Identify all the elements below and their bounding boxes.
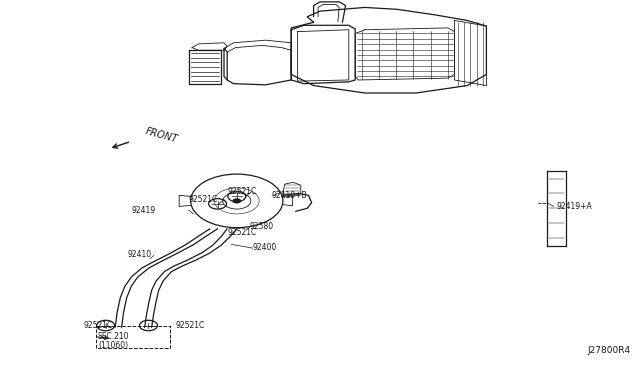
Text: FRONT: FRONT xyxy=(144,126,179,145)
Text: 92521C: 92521C xyxy=(227,187,257,196)
Text: 92410: 92410 xyxy=(128,250,152,259)
Text: 92419: 92419 xyxy=(131,206,156,215)
Text: 92521C: 92521C xyxy=(189,195,218,203)
Text: (11060): (11060) xyxy=(98,341,128,350)
Text: J27800R4: J27800R4 xyxy=(588,346,630,355)
Text: 92580: 92580 xyxy=(250,222,274,231)
Text: 92521C: 92521C xyxy=(83,321,113,330)
Text: 92400: 92400 xyxy=(253,243,277,252)
Text: 92419+A: 92419+A xyxy=(557,202,593,211)
Text: SEC.210: SEC.210 xyxy=(98,332,129,341)
Text: 92419+B: 92419+B xyxy=(272,191,308,200)
Text: 92521C: 92521C xyxy=(227,228,257,237)
Text: 92521C: 92521C xyxy=(176,321,205,330)
Circle shape xyxy=(232,198,241,203)
